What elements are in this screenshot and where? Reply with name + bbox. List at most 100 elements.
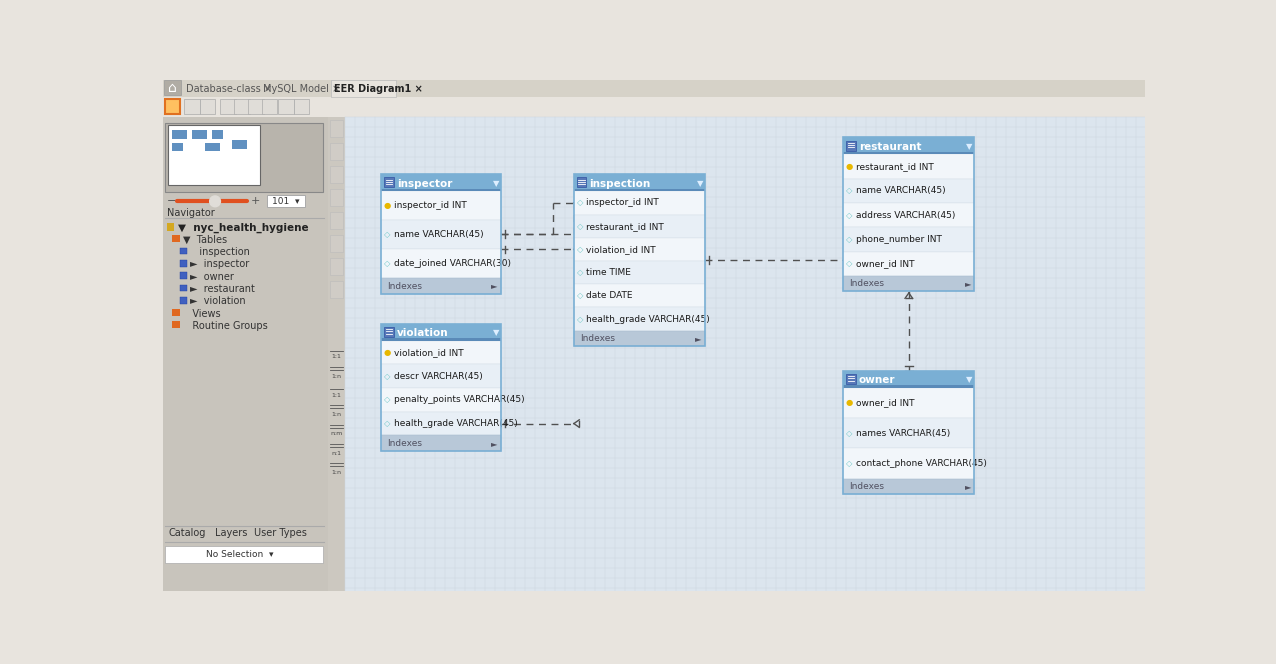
Text: name VARCHAR(45): name VARCHAR(45) (394, 230, 484, 239)
Text: Catalog: Catalog (168, 528, 207, 539)
Bar (329, 189, 343, 206)
Bar (843, 203, 975, 227)
Bar (329, 143, 343, 160)
Bar (329, 212, 343, 229)
Text: ▼: ▼ (493, 329, 499, 337)
Bar (232, 139, 248, 149)
Bar (843, 276, 975, 291)
Bar (382, 189, 500, 191)
Text: ▼  Tables: ▼ Tables (182, 235, 227, 245)
Text: ►  owner: ► owner (190, 272, 235, 282)
Bar (235, 99, 250, 114)
Text: No Selection  ▾: No Selection ▾ (205, 550, 273, 559)
Text: ►  violation: ► violation (190, 296, 246, 307)
Bar (180, 272, 188, 279)
Text: ◇: ◇ (577, 245, 583, 254)
Text: Indexes: Indexes (388, 439, 422, 448)
Bar (843, 179, 975, 203)
Text: inspection: inspection (190, 247, 250, 257)
Text: descr VARCHAR(45): descr VARCHAR(45) (394, 372, 482, 380)
Text: ◇: ◇ (846, 428, 852, 438)
Bar (382, 191, 500, 220)
Text: 1:1: 1:1 (332, 355, 342, 359)
Bar (328, 118, 346, 591)
Text: n:m: n:m (330, 432, 343, 436)
Text: ▼: ▼ (697, 179, 703, 188)
Text: restaurant_id INT: restaurant_id INT (586, 222, 664, 230)
Text: inspection: inspection (590, 179, 651, 189)
Bar (843, 137, 975, 154)
Text: time TIME: time TIME (586, 268, 632, 277)
Text: ◇: ◇ (577, 222, 583, 230)
Text: ◇: ◇ (577, 315, 583, 323)
Circle shape (209, 196, 221, 207)
Bar (184, 99, 199, 114)
Text: health_grade VARCHAR(45): health_grade VARCHAR(45) (394, 419, 518, 428)
Bar (205, 143, 221, 151)
Bar (384, 177, 394, 187)
Bar (843, 388, 975, 418)
Text: health_grade VARCHAR(45): health_grade VARCHAR(45) (586, 315, 709, 323)
Bar (167, 223, 175, 230)
Text: ▼: ▼ (493, 179, 499, 188)
Text: 1:1: 1:1 (332, 393, 342, 398)
Bar (382, 324, 500, 451)
Bar (172, 143, 182, 151)
Text: ◇: ◇ (384, 419, 390, 428)
Text: penalty_points VARCHAR(45): penalty_points VARCHAR(45) (394, 395, 524, 404)
Bar (180, 248, 188, 254)
Text: ●: ● (846, 162, 854, 171)
Bar (180, 260, 188, 267)
Bar (180, 284, 188, 291)
Bar (382, 339, 500, 341)
Text: ►  restaurant: ► restaurant (190, 284, 255, 294)
Bar (382, 412, 500, 436)
Bar (577, 177, 586, 187)
Bar (843, 385, 975, 388)
Bar (172, 309, 180, 316)
Text: inspector: inspector (397, 179, 452, 189)
Text: address VARCHAR(45): address VARCHAR(45) (856, 210, 954, 220)
Text: n:1: n:1 (332, 451, 342, 456)
Bar (574, 238, 704, 261)
Text: violation_id INT: violation_id INT (586, 245, 656, 254)
Bar (382, 436, 500, 451)
Text: 101  ▾: 101 ▾ (272, 197, 300, 206)
Bar (248, 99, 264, 114)
Bar (382, 220, 500, 250)
Bar (574, 214, 704, 238)
Text: Layers: Layers (216, 528, 248, 539)
Text: ⌂: ⌂ (168, 81, 177, 95)
Bar (382, 250, 500, 278)
Bar (172, 129, 188, 139)
Text: ►: ► (965, 280, 971, 288)
Text: ◇: ◇ (846, 187, 852, 195)
Bar (180, 297, 188, 303)
Bar (165, 99, 180, 114)
Text: restaurant: restaurant (859, 141, 921, 151)
Bar (384, 327, 394, 337)
Bar (574, 189, 704, 191)
Bar (330, 80, 396, 97)
Bar (843, 137, 975, 291)
Text: owner: owner (859, 375, 896, 385)
Text: inspector_id INT: inspector_id INT (394, 201, 467, 210)
Text: names VARCHAR(45): names VARCHAR(45) (856, 428, 949, 438)
Bar (168, 125, 260, 185)
Bar (329, 166, 343, 183)
Text: ◇: ◇ (384, 260, 390, 268)
Bar (843, 152, 975, 154)
Bar (574, 175, 704, 191)
Bar (221, 99, 236, 114)
Text: ◇: ◇ (846, 210, 852, 220)
Bar (382, 278, 500, 293)
Text: ◇: ◇ (577, 199, 583, 207)
Text: inspector_id INT: inspector_id INT (586, 199, 658, 207)
Text: ●: ● (384, 201, 392, 210)
Text: 1:n: 1:n (332, 374, 342, 378)
Bar (293, 99, 309, 114)
Bar (382, 175, 500, 293)
Bar (262, 99, 277, 114)
Bar (574, 307, 704, 331)
Bar (329, 120, 343, 137)
